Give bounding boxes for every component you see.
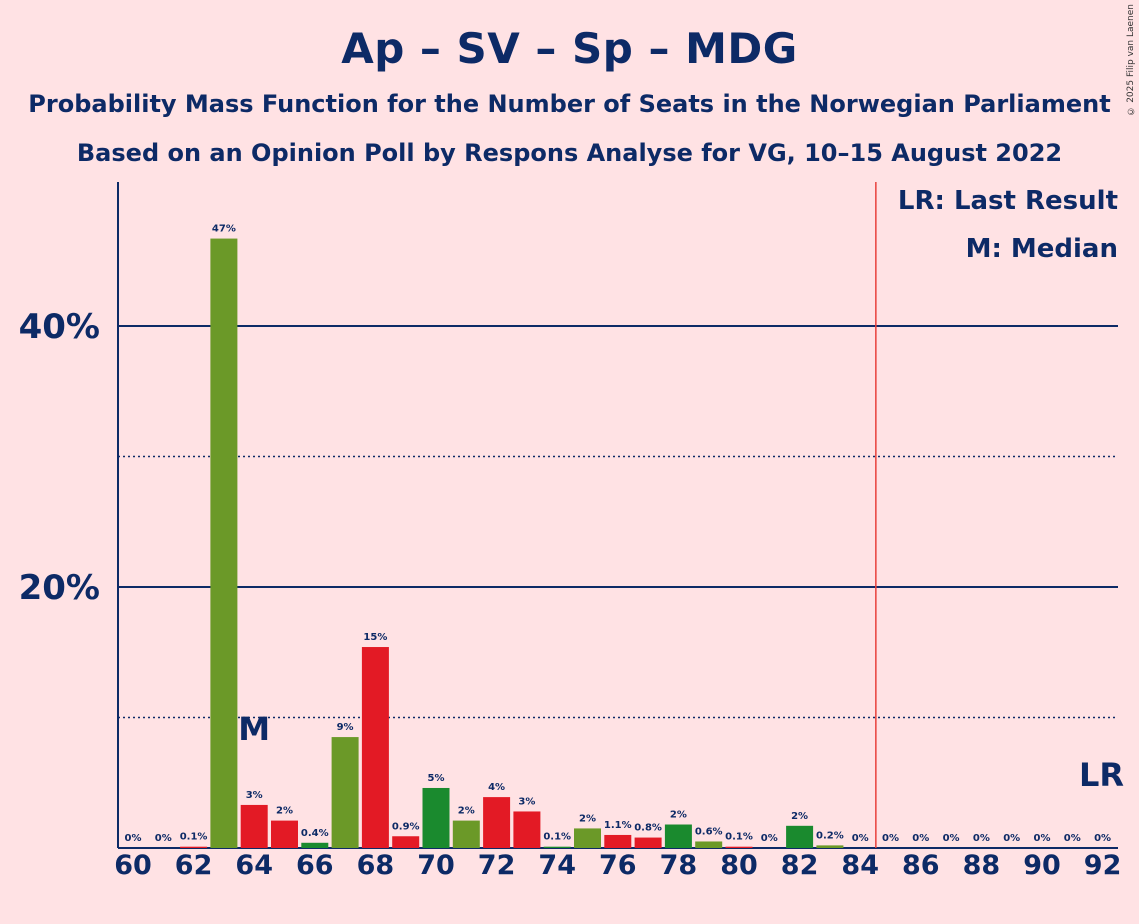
x-tick-label-86: 86: [902, 850, 940, 881]
x-tick-label-62: 62: [175, 850, 213, 881]
bar-label-83: 0.2%: [816, 830, 844, 841]
x-tick-label-88: 88: [963, 850, 1001, 881]
bar-seats-68: [361, 647, 389, 848]
bar-seats-64: [240, 804, 268, 848]
bar-seats-72: [483, 797, 511, 848]
bar-label-81: 0%: [761, 833, 778, 844]
bar-seats-73: [513, 811, 541, 848]
bar-seats-69: [392, 836, 420, 848]
bar-label-86: 0%: [912, 833, 929, 844]
bar-label-90: 0%: [1034, 833, 1051, 844]
y-tick-label-40: 40%: [19, 307, 100, 347]
legend-last-result: LR: Last Result: [898, 186, 1118, 216]
x-tick-label-70: 70: [417, 850, 455, 881]
bar-label-66: 0.4%: [301, 828, 329, 839]
bar-label-78: 2%: [670, 810, 687, 821]
x-tick-label-90: 90: [1023, 850, 1061, 881]
x-tick-label-80: 80: [720, 850, 758, 881]
bar-label-63: 47%: [212, 224, 236, 235]
bar-label-60: 0%: [125, 833, 142, 844]
last-result-marker: LR: [1079, 756, 1124, 794]
x-tick-label-76: 76: [599, 850, 637, 881]
bar-label-82: 2%: [791, 811, 808, 822]
bar-seats-78: [664, 824, 692, 848]
bar-seats-80: [725, 846, 753, 848]
bar-label-91: 0%: [1064, 833, 1081, 844]
bar-label-70: 5%: [428, 773, 445, 784]
bar-label-79: 0.6%: [695, 826, 723, 837]
bar-seats-79: [695, 841, 723, 848]
bar-label-92: 0%: [1094, 833, 1111, 844]
bar-label-61: 0%: [155, 833, 172, 844]
bar-label-73: 3%: [518, 796, 535, 807]
x-tick-label-66: 66: [296, 850, 334, 881]
x-tick-label-64: 64: [235, 850, 273, 881]
bar-seats-74: [543, 846, 571, 848]
x-tick-label-68: 68: [357, 850, 395, 881]
bar-label-65: 2%: [276, 806, 293, 817]
x-tick-label-78: 78: [660, 850, 698, 881]
bar-seats-67: [331, 737, 359, 848]
chart-subtitle-poll: Based on an Opinion Poll by Respons Anal…: [76, 139, 1063, 167]
bar-label-87: 0%: [943, 833, 960, 844]
legend-median: M: Median: [966, 234, 1118, 264]
bar-label-62: 0.1%: [180, 832, 208, 843]
bar-label-64: 3%: [246, 790, 263, 801]
bar-label-77: 0.8%: [634, 823, 662, 834]
bar-label-85: 0%: [882, 833, 899, 844]
bar-label-71: 2%: [458, 806, 475, 817]
bar-seats-82: [786, 825, 814, 848]
bar-label-67: 9%: [337, 722, 354, 733]
x-tick-label-84: 84: [841, 850, 879, 881]
x-tick-label-74: 74: [538, 850, 576, 881]
x-tick-label-92: 92: [1084, 850, 1122, 881]
bar-seats-76: [604, 834, 632, 848]
median-marker: M: [238, 710, 270, 748]
bar-label-76: 1.1%: [604, 820, 632, 831]
bar-label-89: 0%: [1003, 833, 1020, 844]
bar-label-88: 0%: [973, 833, 990, 844]
x-tick-label-72: 72: [478, 850, 516, 881]
x-tick-label-82: 82: [781, 850, 819, 881]
bar-seats-71: [452, 820, 480, 848]
bar-seats-63: [210, 238, 238, 848]
bar-seats-70: [422, 787, 450, 848]
chart-title: Ap – SV – Sp – MDG: [341, 24, 798, 73]
bar-seats-75: [574, 828, 601, 848]
chart-subtitle: Probability Mass Function for the Number…: [28, 90, 1111, 118]
bar-label-75: 2%: [579, 813, 596, 824]
bar-label-72: 4%: [488, 782, 505, 793]
bar-label-84: 0%: [852, 833, 869, 844]
bar-label-69: 0.9%: [392, 821, 420, 832]
bar-label-68: 15%: [363, 632, 387, 643]
bar-seats-65: [271, 820, 298, 848]
bar-seats-66: [301, 842, 329, 848]
y-tick-label-20: 20%: [19, 568, 100, 608]
bar-seats-62: [180, 846, 208, 848]
bar-label-80: 0.1%: [725, 832, 753, 843]
x-tick-label-60: 60: [114, 850, 152, 881]
bar-seats-77: [634, 837, 662, 848]
bar-seats-83: [816, 845, 844, 848]
bar-label-74: 0.1%: [543, 832, 571, 843]
